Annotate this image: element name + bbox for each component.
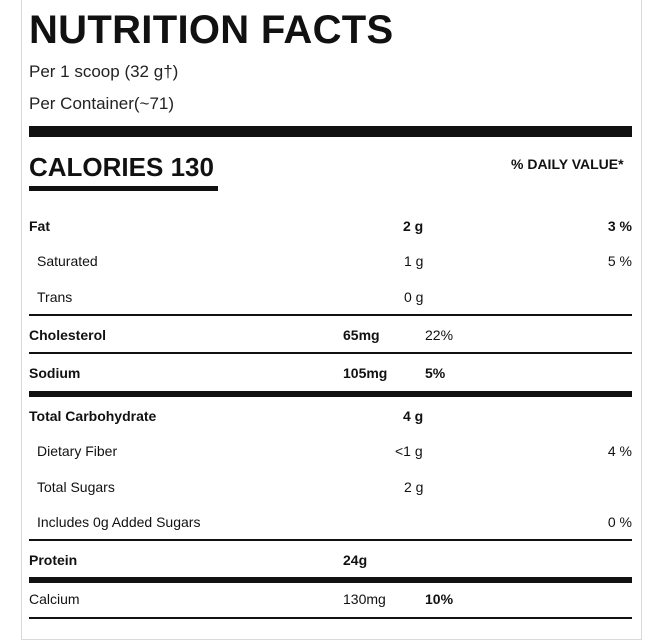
servings-per-container: Per Container(~71) [29,94,175,113]
serving-size: Per 1 scoop (32 g†) [29,62,179,81]
nutrient-label: Cholesterol [29,327,107,343]
nutrient-daily-value: 0 % [607,514,632,530]
nutrient-daily-value: 5 % [607,253,632,269]
nutrient-daily-value: 5% [425,365,446,381]
nutrient-amount: 4 g [403,408,424,424]
thick-divider [29,126,632,137]
nutrition-title: NUTRITION FACTS [29,8,394,52]
nutrient-amount: 2 g [404,479,424,495]
nutrient-amount: <1 g [395,443,423,459]
nutrient-label: Total Carbohydrate [29,408,157,424]
nutrient-daily-value: 3 % [607,218,632,234]
calories-label: CALORIES 130 [29,152,214,182]
nutrient-amount: 0 g [404,289,424,305]
nutrient-amount: 2 g [403,218,424,234]
nutrient-label: Sodium [29,365,81,381]
nutrient-label: Dietary Fiber [37,443,118,459]
nutrient-amount: 24g [343,552,368,568]
nutrient-daily-value: 22% [425,327,454,343]
calories-underline [29,186,218,191]
nutrient-label: Total Sugars [37,479,115,495]
nutrient-label: Trans [37,289,73,305]
section-divider [29,391,632,397]
nutrient-amount: 65mg [343,327,380,343]
nutrient-daily-value: 10% [425,591,454,607]
section-divider [29,577,632,583]
row-divider [29,314,632,316]
row-divider [29,617,632,619]
nutrient-daily-value: 4 % [607,443,632,459]
nutrient-label: Fat [29,218,50,234]
row-divider [29,539,632,541]
nutrient-label: Protein [29,552,78,568]
nutrient-amount: 130mg [343,591,386,607]
daily-value-header: % DAILY VALUE* [511,156,624,172]
row-divider [29,352,632,354]
nutrient-label: Calcium [29,591,80,607]
nutrient-amount: 1 g [404,253,424,269]
nutrient-label: Saturated [37,253,98,269]
nutrient-label: Includes 0g Added Sugars [37,514,201,530]
nutrient-amount: 105mg [343,365,388,381]
